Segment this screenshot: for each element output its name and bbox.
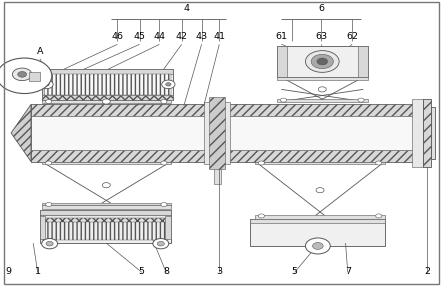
- Circle shape: [44, 83, 49, 86]
- Circle shape: [161, 202, 167, 206]
- Text: 9: 9: [6, 267, 12, 276]
- Text: A: A: [37, 47, 43, 56]
- Text: 1: 1: [35, 267, 41, 276]
- Text: 61: 61: [275, 32, 288, 41]
- Bar: [40, 216, 45, 239]
- Text: 8: 8: [163, 267, 169, 276]
- Circle shape: [313, 243, 323, 249]
- Bar: [42, 205, 171, 209]
- Bar: [204, 102, 230, 164]
- Circle shape: [311, 54, 333, 69]
- Bar: [214, 162, 221, 184]
- Circle shape: [258, 161, 264, 165]
- Circle shape: [153, 239, 169, 249]
- Text: 4: 4: [183, 4, 189, 13]
- Text: 62: 62: [346, 32, 358, 41]
- Circle shape: [318, 87, 326, 92]
- Bar: [250, 219, 385, 223]
- Circle shape: [46, 202, 52, 206]
- Bar: [358, 46, 368, 77]
- Text: 7: 7: [345, 267, 351, 276]
- Text: 46: 46: [111, 32, 124, 41]
- Bar: [42, 100, 171, 103]
- Bar: [42, 162, 171, 164]
- Circle shape: [102, 99, 110, 104]
- Bar: [42, 219, 168, 240]
- Polygon shape: [11, 104, 31, 162]
- Circle shape: [316, 188, 324, 193]
- Bar: [31, 116, 423, 150]
- Text: 5: 5: [139, 267, 145, 276]
- Bar: [277, 46, 287, 77]
- Circle shape: [157, 241, 164, 246]
- Bar: [40, 210, 171, 214]
- Text: 43: 43: [195, 32, 208, 41]
- Circle shape: [280, 98, 287, 102]
- Text: 5: 5: [291, 267, 298, 276]
- Circle shape: [40, 80, 53, 89]
- Circle shape: [161, 161, 167, 165]
- Circle shape: [306, 51, 339, 72]
- Text: 3: 3: [216, 267, 222, 276]
- Text: 6: 6: [318, 4, 324, 13]
- Bar: [42, 218, 168, 222]
- Bar: [42, 69, 173, 100]
- Circle shape: [42, 239, 58, 249]
- Bar: [165, 216, 171, 239]
- Bar: [431, 107, 435, 159]
- Bar: [44, 74, 171, 95]
- Bar: [277, 77, 368, 80]
- Circle shape: [376, 161, 382, 165]
- Bar: [255, 215, 385, 219]
- Bar: [31, 150, 423, 162]
- Circle shape: [162, 80, 175, 89]
- Circle shape: [317, 58, 327, 65]
- Circle shape: [0, 58, 52, 94]
- Bar: [42, 95, 173, 100]
- Circle shape: [258, 214, 264, 218]
- Bar: [209, 97, 225, 169]
- Bar: [277, 46, 368, 77]
- Text: 42: 42: [175, 32, 188, 41]
- Circle shape: [161, 100, 167, 104]
- Text: 2: 2: [424, 267, 431, 276]
- Circle shape: [102, 182, 110, 188]
- Bar: [412, 99, 423, 167]
- Circle shape: [166, 83, 171, 86]
- Text: 44: 44: [153, 32, 166, 41]
- Text: 41: 41: [213, 32, 225, 41]
- Bar: [40, 210, 171, 243]
- Circle shape: [46, 100, 52, 104]
- Bar: [250, 219, 385, 246]
- Circle shape: [358, 98, 364, 102]
- Bar: [255, 162, 385, 164]
- Bar: [42, 203, 171, 205]
- Bar: [31, 104, 423, 116]
- Circle shape: [12, 68, 32, 81]
- Bar: [31, 104, 423, 162]
- Bar: [423, 99, 431, 167]
- Circle shape: [376, 214, 382, 218]
- Circle shape: [46, 241, 53, 246]
- Bar: [40, 214, 171, 218]
- Text: 63: 63: [315, 32, 327, 41]
- Bar: [42, 69, 173, 74]
- Bar: [29, 72, 40, 81]
- Circle shape: [18, 72, 27, 77]
- Circle shape: [306, 238, 330, 254]
- Bar: [277, 99, 368, 102]
- Text: 45: 45: [133, 32, 146, 41]
- Circle shape: [46, 161, 52, 165]
